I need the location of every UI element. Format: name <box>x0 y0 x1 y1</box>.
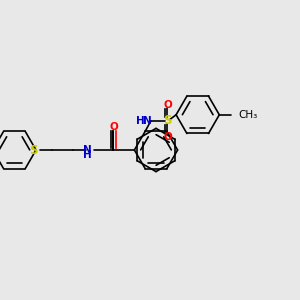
Text: CH₃: CH₃ <box>238 110 257 120</box>
Text: O: O <box>163 100 172 110</box>
Text: S: S <box>163 114 171 127</box>
Text: S: S <box>29 143 38 157</box>
Text: N: N <box>83 145 92 155</box>
Text: O: O <box>109 122 118 132</box>
Text: H: H <box>136 116 145 126</box>
Text: N: N <box>143 116 152 126</box>
Text: O: O <box>163 132 172 142</box>
Text: H: H <box>83 150 92 161</box>
